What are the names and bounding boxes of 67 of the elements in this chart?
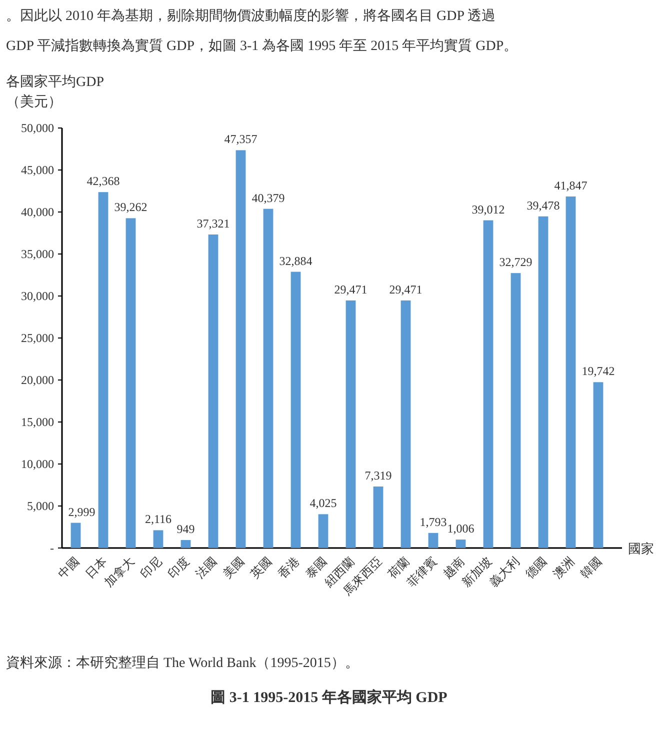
data-label: 32,729 — [499, 255, 532, 270]
y-tick-label: 25,000 — [21, 331, 54, 345]
x-axis-title: 國家 — [628, 541, 654, 556]
data-label: 32,884 — [279, 254, 312, 268]
x-tick-label: 德國 — [522, 554, 550, 582]
y-tick-label: 40,000 — [21, 205, 54, 219]
bar — [126, 218, 136, 548]
y-tick-label: 10,000 — [21, 457, 54, 471]
data-label: 42,368 — [86, 174, 120, 188]
x-tick-label: 韓國 — [578, 554, 604, 582]
bar — [346, 300, 356, 548]
bar — [373, 486, 384, 548]
data-label: 2,116 — [144, 512, 172, 526]
y-tick-label: 45,000 — [21, 163, 54, 177]
x-tick-label: 中國 — [55, 554, 82, 582]
data-label: 949 — [176, 522, 195, 536]
data-label: 39,012 — [472, 202, 505, 216]
data-label: 4,025 — [310, 496, 337, 510]
bar — [593, 382, 604, 548]
bar — [208, 234, 218, 548]
y-tick-label: 50,000 — [21, 121, 54, 135]
text: 。因此以 2010 年為基期，剔除期間物價波動幅度的影響，將各國名目 GDP 透過 — [6, 8, 496, 24]
bar — [456, 540, 466, 548]
bar — [566, 196, 576, 548]
data-label: 7,319 — [364, 468, 392, 483]
bar — [400, 300, 411, 548]
bar — [236, 150, 246, 548]
bar — [153, 530, 164, 548]
x-tick-label: 法國 — [192, 554, 220, 582]
bar — [70, 522, 81, 548]
y-axis-title: 各國家平均GDP （美元） — [6, 74, 104, 110]
y-tick-label: 15,000 — [21, 415, 54, 429]
bar — [510, 273, 521, 548]
x-tick-label: 英國 — [248, 554, 274, 582]
y-tick-label: 30,000 — [21, 289, 54, 303]
data-label: 19,742 — [582, 364, 615, 378]
x-tick-label: 香港 — [275, 554, 302, 582]
y-tick-label: 20,000 — [21, 373, 54, 387]
data-label: 39,262 — [114, 200, 148, 214]
bar — [483, 220, 494, 548]
data-label: 39,478 — [526, 198, 560, 212]
data-label: 29,471 — [389, 282, 422, 296]
bar — [318, 514, 328, 548]
data-label: 29,471 — [334, 282, 368, 296]
bar — [98, 192, 108, 548]
data-label: 1,006 — [447, 522, 474, 536]
data-label: 2,999 — [68, 504, 96, 519]
data-label: 1,793 — [420, 514, 447, 529]
y-tick-label: 5,000 — [27, 499, 54, 513]
bar — [180, 540, 191, 548]
x-tick-label: 美國 — [220, 554, 247, 582]
bar — [538, 216, 548, 548]
source-note: 資料來源：本研究整理自 The World Bank（1995-2015）。 — [6, 655, 359, 671]
text: 圖 3-1 1995-2015 年各國家平均 GDP — [210, 688, 448, 706]
x-tick-label: 澳洲 — [550, 554, 577, 582]
bar — [290, 272, 301, 548]
x-tick-label: 印尼 — [138, 554, 164, 582]
data-label: 47,357 — [224, 132, 258, 146]
data-label: 41,847 — [554, 178, 588, 192]
bar — [428, 532, 438, 548]
data-label: 40,379 — [252, 190, 285, 205]
y-tick-label: 35,000 — [21, 247, 54, 261]
bar — [263, 208, 274, 548]
x-tick-label: 印度 — [165, 554, 192, 582]
text: GDP 平減指數轉換為實質 GDP，如圖 3-1 為各國 1995 年至 2015 年平均實質 GDP。 — [6, 38, 518, 54]
data-label: 37,321 — [196, 216, 230, 231]
y-tick-label: - — [50, 541, 54, 555]
